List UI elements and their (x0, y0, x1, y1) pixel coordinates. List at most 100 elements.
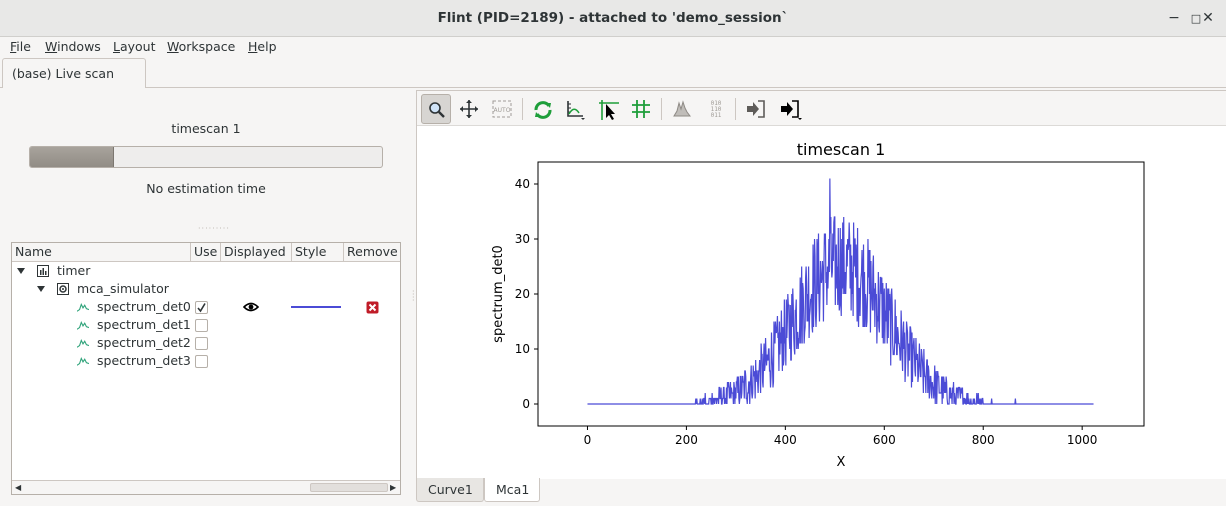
menu-help[interactable]: Help (248, 39, 277, 54)
tree-row-spectrum[interactable]: spectrum_det3 (12, 352, 400, 370)
zoom-button[interactable] (421, 94, 451, 124)
maximize-button[interactable]: □ (1190, 12, 1202, 25)
tab-mca1[interactable]: Mca1 (484, 478, 540, 502)
mca-device-icon (57, 283, 69, 295)
scrollbar-thumb[interactable] (310, 483, 388, 492)
use-checkbox[interactable] (195, 301, 208, 314)
scan-progress-bar (29, 146, 383, 168)
window-title: Flint (PID=2189) - attached to 'demo_ses… (437, 10, 789, 26)
y-tick-label: 40 (515, 177, 530, 191)
tree-row-timer[interactable]: timer (12, 262, 400, 280)
x-tick-label: 1000 (1067, 433, 1098, 447)
eye-icon[interactable] (243, 302, 259, 312)
remove-icon[interactable] (366, 301, 379, 314)
header-name[interactable]: Name (12, 243, 191, 262)
header-use[interactable]: Use (191, 243, 221, 262)
horizontal-scrollbar[interactable]: ◀ ▶ (12, 480, 400, 494)
spectrum-label: spectrum_det0 (97, 299, 191, 314)
y-tick-label: 30 (515, 232, 530, 246)
tree-header: Name Use Displayed Style Remove (12, 243, 400, 262)
style-line-swatch[interactable] (291, 306, 341, 308)
use-checkbox[interactable] (195, 319, 208, 332)
menu-file[interactable]: File (10, 39, 31, 54)
close-button[interactable]: ✕ (1202, 10, 1214, 26)
timer-device-icon (37, 265, 49, 277)
x-tick-label: 200 (675, 433, 698, 447)
spectrum-curve-icon (77, 320, 89, 330)
plot-area[interactable]: timescan 1 0 200 400 600 800 1000 0 10 20 30 40 X … (417, 127, 1226, 479)
menu-windows[interactable]: Windows (45, 39, 101, 54)
x-tick-label: 600 (873, 433, 896, 447)
y-tick-label: 0 (522, 397, 530, 411)
y-tick-label: 20 (515, 287, 530, 301)
use-checkbox[interactable] (195, 355, 208, 368)
vertical-splitter-handle[interactable]: · · · · (412, 287, 415, 305)
expand-arrow-icon[interactable] (37, 286, 45, 292)
svg-text:011: 011 (711, 112, 722, 119)
import-icon (747, 100, 765, 118)
toolbar-separator (735, 98, 736, 120)
progress-fill (30, 147, 115, 167)
x-tick-label: 0 (584, 433, 592, 447)
histogram-icon (673, 100, 691, 117)
import-button[interactable] (740, 94, 770, 124)
use-checkbox[interactable] (195, 337, 208, 350)
spectrum-curve-icon (77, 302, 89, 312)
grid-button[interactable] (626, 94, 656, 124)
plot-toolbar: AUTO 010 110 011 (417, 91, 1226, 126)
menu-workspace[interactable]: Workspace (167, 39, 236, 54)
minimize-button[interactable]: − (1168, 10, 1180, 26)
svg-text:110: 110 (711, 106, 722, 113)
spectrum-label: spectrum_det2 (97, 335, 191, 350)
binary-data-button[interactable]: 010 110 011 (700, 94, 730, 124)
pan-icon (460, 100, 478, 118)
x-tick-label: 800 (972, 433, 995, 447)
svg-text:AUTO: AUTO (494, 107, 511, 114)
spectrum-label: spectrum_det3 (97, 353, 191, 368)
tree-row-mca-simulator[interactable]: mca_simulator (12, 280, 400, 298)
plot-panel: AUTO 010 110 011 (416, 90, 1226, 479)
checkmark-icon (197, 303, 206, 313)
export-icon (781, 100, 802, 120)
tree-row-spectrum[interactable]: spectrum_det1 (12, 316, 400, 334)
toolbar-separator (661, 98, 662, 120)
estimation-time: No estimation time (146, 181, 266, 196)
window-title-bar: Flint (PID=2189) - attached to 'demo_ses… (0, 0, 1226, 37)
svg-text:010: 010 (711, 100, 722, 107)
pan-button[interactable] (454, 94, 484, 124)
header-style[interactable]: Style (292, 243, 344, 262)
curves-tree: Name Use Displayed Style Remove timer mc… (11, 242, 401, 495)
menu-bar: File Windows Layout Workspace Help (0, 37, 1226, 57)
refresh-icon (534, 101, 552, 119)
expand-arrow-icon[interactable] (17, 268, 25, 274)
timer-label: timer (57, 263, 91, 278)
scroll-right-icon[interactable]: ▶ (390, 483, 397, 492)
scan-title: timescan 1 (171, 121, 241, 136)
bottom-tab-bar: Curve1 Mca1 (416, 478, 1226, 506)
tab-live-scan[interactable]: (base) Live scan (2, 58, 146, 88)
header-displayed[interactable]: Displayed (221, 243, 292, 262)
mca-simulator-label: mca_simulator (77, 281, 169, 296)
zoom-icon (429, 102, 445, 118)
export-button[interactable] (774, 94, 804, 124)
histogram-button[interactable] (667, 94, 697, 124)
toolbar-separator (522, 98, 523, 120)
crosshair-cursor-button[interactable] (593, 94, 623, 124)
y-tick-label: 10 (515, 342, 530, 356)
refresh-button[interactable] (527, 94, 557, 124)
scroll-left-icon[interactable]: ◀ (15, 483, 22, 492)
axes-button[interactable] (560, 94, 590, 124)
spectrum-series-line (587, 178, 1094, 405)
tab-curve1[interactable]: Curve1 (416, 478, 484, 502)
spectrum-curve-icon (77, 356, 89, 366)
header-remove[interactable]: Remove (347, 244, 398, 259)
binary-data-icon: 010 110 011 (711, 100, 722, 119)
splitter-handle[interactable]: ········· (198, 224, 230, 233)
auto-scale-button[interactable]: AUTO (487, 94, 517, 124)
x-axis-label: X (837, 455, 846, 470)
y-axis-label: spectrum_det0 (491, 245, 506, 343)
menu-layout[interactable]: Layout (113, 39, 156, 54)
tree-row-spectrum[interactable]: spectrum_det2 (12, 334, 400, 352)
tree-row-spectrum[interactable]: spectrum_det0 (12, 298, 400, 316)
